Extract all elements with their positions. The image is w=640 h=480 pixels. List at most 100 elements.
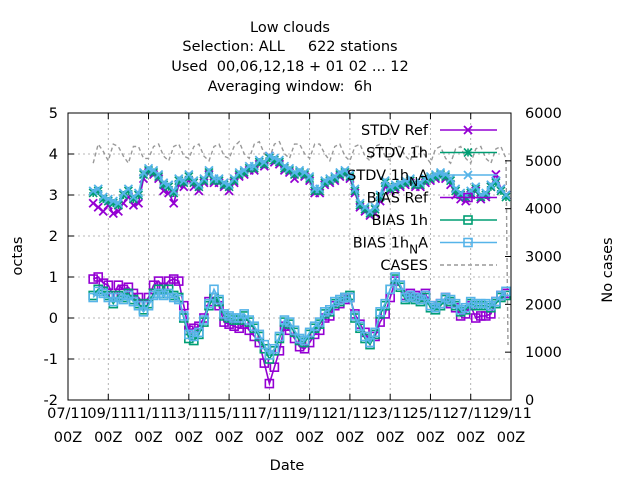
series-bias-1h-n-a-point xyxy=(440,292,451,303)
y-tick-label: 0 xyxy=(49,311,58,327)
series-stdv-1h-n-a-point xyxy=(88,186,98,196)
series-stdv-1h-n-a-point xyxy=(350,184,360,194)
legend-item-bias-1h-n-a: BIAS 1hNA xyxy=(353,236,497,257)
x-tick-label: 17/11 xyxy=(248,406,290,422)
x-tick-label-time: 00Z xyxy=(54,430,82,446)
series-stdv-1h-line xyxy=(92,157,507,215)
series-stdv-1h-n-a-point xyxy=(400,176,410,186)
series-stdv-1h-n-a-point xyxy=(320,176,330,186)
series-bias-ref-point xyxy=(93,272,104,282)
series-bias-1h-n-a-point xyxy=(284,317,295,327)
series-stdv-ref-point xyxy=(108,208,118,219)
series-bias-ref-point xyxy=(470,313,481,323)
series-bias-1h-n-a-point xyxy=(324,304,335,315)
legend-label: STDV Ref xyxy=(361,123,429,139)
chart-subtitle-1: Selection: ALL 622 stations xyxy=(182,39,397,55)
x-tick-label: 09/11 xyxy=(87,406,129,422)
series-stdv-1h-n-a-point xyxy=(153,169,164,180)
series-stdv-1h-n-a-point xyxy=(430,169,441,180)
series-bias-ref-point xyxy=(269,362,280,373)
series-bias-1h-n-a-point xyxy=(274,331,285,342)
series-stdv-1h-n-a-point xyxy=(501,190,511,200)
series-bias-1h-n-a-point xyxy=(93,286,104,297)
series-stdv-1h-n-a-point xyxy=(345,169,355,180)
series-bias-1h-n-a-point xyxy=(491,296,501,307)
series-stdv-1h-n-a-point xyxy=(199,173,209,184)
chart-title: Low clouds xyxy=(250,20,330,36)
series-bias-1h-n-a-point xyxy=(269,343,280,354)
y-tick-label: 2 xyxy=(49,229,58,245)
series-stdv-ref-line xyxy=(92,154,507,217)
series-stdv-1h-n-a-point xyxy=(289,167,300,178)
series-bias-1h-n-a-point xyxy=(214,294,224,305)
series-stdv-1h-n-a-point xyxy=(133,188,144,198)
series-bias-1h-n-a-point xyxy=(380,298,390,309)
x-tick-label-time: 00Z xyxy=(497,430,525,446)
series-bias-ref-point xyxy=(481,311,491,321)
series-bias-1h-n-a-point xyxy=(470,298,481,309)
series-bias-1h-n-a-point xyxy=(153,288,164,299)
x-tick-label-time: 00Z xyxy=(134,430,162,446)
x-tick-label-time: 00Z xyxy=(376,430,404,446)
series-bias-1h-n-a-point xyxy=(173,294,184,305)
series-bias-1h-n-a-point xyxy=(360,331,370,342)
series-stdv-1h-n-a-point xyxy=(219,178,229,188)
series-stdv-1h-n-a-point xyxy=(169,186,179,196)
series-bias-1h-n-a-point xyxy=(204,298,214,309)
series-bias-ref-point xyxy=(88,274,98,284)
y-tick-label: 4 xyxy=(49,147,58,163)
series-bias-1h-n-a-point xyxy=(229,313,239,323)
series-bias-1h-n-a-point xyxy=(481,298,491,309)
x-tick-label-time: 00Z xyxy=(255,430,283,446)
y-tick-label: 1 xyxy=(49,270,58,286)
series-stdv-1h-n-a-point xyxy=(123,184,134,194)
series-stdv-1h-n-a-point xyxy=(425,171,436,182)
legend-item-cases: CASES xyxy=(380,258,497,274)
series-bias-1h-n-a-point xyxy=(88,292,98,303)
series-stdv-1h-n-a-point xyxy=(445,173,456,184)
series-bias-1h-n-a-point xyxy=(390,272,401,282)
series-bias-1h-n-a-point xyxy=(345,292,355,303)
series-bias-1h-n-a-point xyxy=(219,309,229,319)
series-bias-1h-n-a-point xyxy=(365,337,375,348)
series-bias-1h-n-a-point xyxy=(133,300,144,311)
legend-label: STDV 1hNA xyxy=(347,168,428,189)
series-bias-1h-n-a-point xyxy=(244,315,255,325)
series-stdv-1h-n-a-point xyxy=(279,161,290,171)
y2-axis-label: No cases xyxy=(600,237,616,302)
series-stdv-1h-n-a-point xyxy=(481,188,491,198)
legend-marker xyxy=(463,237,473,248)
series-bias-1h-n-a-point xyxy=(400,292,411,303)
series-bias-1h-n-a-point xyxy=(435,298,446,309)
y-axis-label: octas xyxy=(10,237,26,276)
series-stdv-1h-n-a-point xyxy=(370,202,380,212)
x-tick-label: 13/11 xyxy=(168,406,210,422)
x-tick-label: 11/11 xyxy=(128,406,170,422)
x-tick-label-time: 00Z xyxy=(94,430,122,446)
series-stdv-1h-n-a-point xyxy=(234,167,244,178)
y2-tick-label: 3000 xyxy=(525,250,562,266)
series-stdv-1h-n-a-point xyxy=(174,173,184,184)
series-bias-1h-n-a-point xyxy=(355,321,365,332)
chart-subtitle-2: Used 00,06,12,18 + 01 02 ... 12 xyxy=(171,59,409,75)
series-stdv-1h-n-a-point xyxy=(315,184,325,194)
series-stdv-1h-n-a-point xyxy=(98,192,108,202)
series-stdv-1h-n-a-point xyxy=(108,196,118,206)
series-bias-ref-point xyxy=(264,378,275,389)
series-stdv-1h-n-a-point xyxy=(204,165,214,176)
y-tick-label: -2 xyxy=(44,393,58,409)
series-bias-1h-n-a-point xyxy=(405,290,416,301)
series-bias-1h-n-a-point xyxy=(299,335,310,346)
series-bias-ref-point xyxy=(173,276,184,286)
series-stdv-1h-n-a-point xyxy=(471,182,481,192)
y-tick-label: 3 xyxy=(49,188,58,204)
y2-tick-label: 4000 xyxy=(525,202,562,218)
series-bias-1h-n-a-point xyxy=(350,311,360,321)
series-bias-1h-n-a-point xyxy=(254,329,265,340)
x-tick-label: 21/11 xyxy=(329,406,371,422)
series-bias-ref-point xyxy=(168,274,179,284)
series-bias-1h-n-a-point xyxy=(460,302,471,313)
series-bias-1h-n-a-point xyxy=(450,298,461,309)
series-stdv-1h-n-a-point xyxy=(264,151,275,161)
